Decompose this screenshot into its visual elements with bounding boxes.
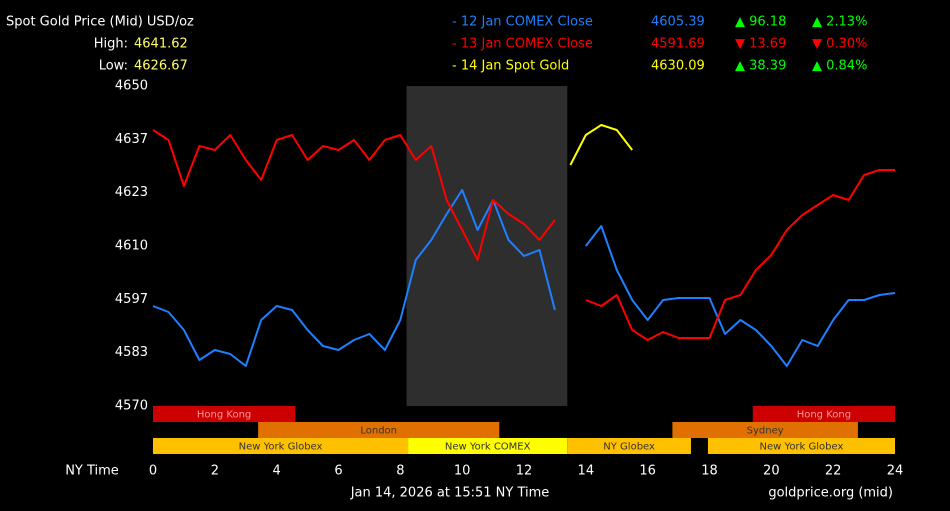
legend-change: ▲ 96.18 [735, 15, 786, 30]
y-tick-label: 4637 [115, 132, 148, 147]
session-bar [408, 438, 568, 454]
x-tick-label: 20 [763, 464, 780, 479]
legend-change: ▲ 38.39 [735, 59, 786, 74]
series-line [152, 129, 895, 341]
x-tick-label: 14 [578, 464, 595, 479]
series-line [569, 124, 633, 166]
x-tick-label: 12 [516, 464, 533, 479]
high-value: 4641.62 [134, 37, 188, 52]
legend-name: - 12 Jan COMEX Close [452, 15, 593, 30]
x-tick-label: 8 [396, 464, 404, 479]
y-tick-label: 4650 [115, 79, 148, 94]
low-value: 4626.67 [134, 59, 188, 74]
session-label: London [360, 426, 397, 437]
legend-change: ▼ 13.69 [735, 37, 786, 52]
x-axis-label: NY Time [65, 464, 119, 479]
session-bar [752, 406, 895, 422]
legend-change-pct: ▲ 0.84% [812, 59, 867, 74]
session-label: NY Globex [603, 442, 655, 453]
legend-change-pct: ▼ 0.30% [812, 37, 867, 52]
session-label: Hong Kong [197, 410, 251, 421]
y-tick-label: 4623 [115, 185, 148, 200]
session-bar [153, 438, 409, 454]
session-label: New York COMEX [445, 442, 531, 453]
y-tick-label: 4610 [115, 239, 148, 254]
session-label: New York Globex [239, 442, 323, 453]
session-label: New York Globex [760, 442, 844, 453]
y-tick-label: 4570 [115, 399, 148, 414]
legend-last: 4591.69 [651, 37, 705, 52]
series-line [152, 189, 896, 367]
chart-title: Spot Gold Price (Mid) USD/oz [6, 15, 194, 30]
x-tick-label: 10 [454, 464, 471, 479]
session-bar [567, 438, 691, 454]
x-tick-label: 6 [334, 464, 342, 479]
y-tick-label: 4583 [115, 345, 148, 360]
legend-last: 4630.09 [651, 59, 705, 74]
x-tick-label: 22 [825, 464, 842, 479]
y-tick-label: 4597 [115, 292, 148, 307]
x-tick-label: 16 [639, 464, 656, 479]
legend-last: 4605.39 [651, 15, 705, 30]
session-label: Hong Kong [797, 410, 851, 421]
shaded-session [406, 86, 568, 406]
x-tick-label: 0 [149, 464, 157, 479]
legend-name: - 13 Jan COMEX Close [452, 37, 593, 52]
low-label: Low: [99, 59, 128, 74]
x-tick-label: 2 [211, 464, 219, 479]
footer: Jan 14, 2026 at 15:51 NY Time [350, 486, 550, 501]
legend-name: - 14 Jan Spot Gold [452, 59, 569, 74]
source: goldprice.org (mid) [768, 486, 893, 501]
session-bar [707, 438, 895, 454]
x-tick-label: 4 [273, 464, 281, 479]
x-tick-label: 18 [701, 464, 718, 479]
session-bar [258, 422, 500, 438]
session-bar [153, 406, 296, 422]
legend-change-pct: ▲ 2.13% [812, 15, 867, 30]
high-label: High: [94, 37, 128, 52]
session-bar [672, 422, 858, 438]
session-label: Sydney [747, 426, 784, 437]
x-tick-label: 24 [887, 464, 904, 479]
